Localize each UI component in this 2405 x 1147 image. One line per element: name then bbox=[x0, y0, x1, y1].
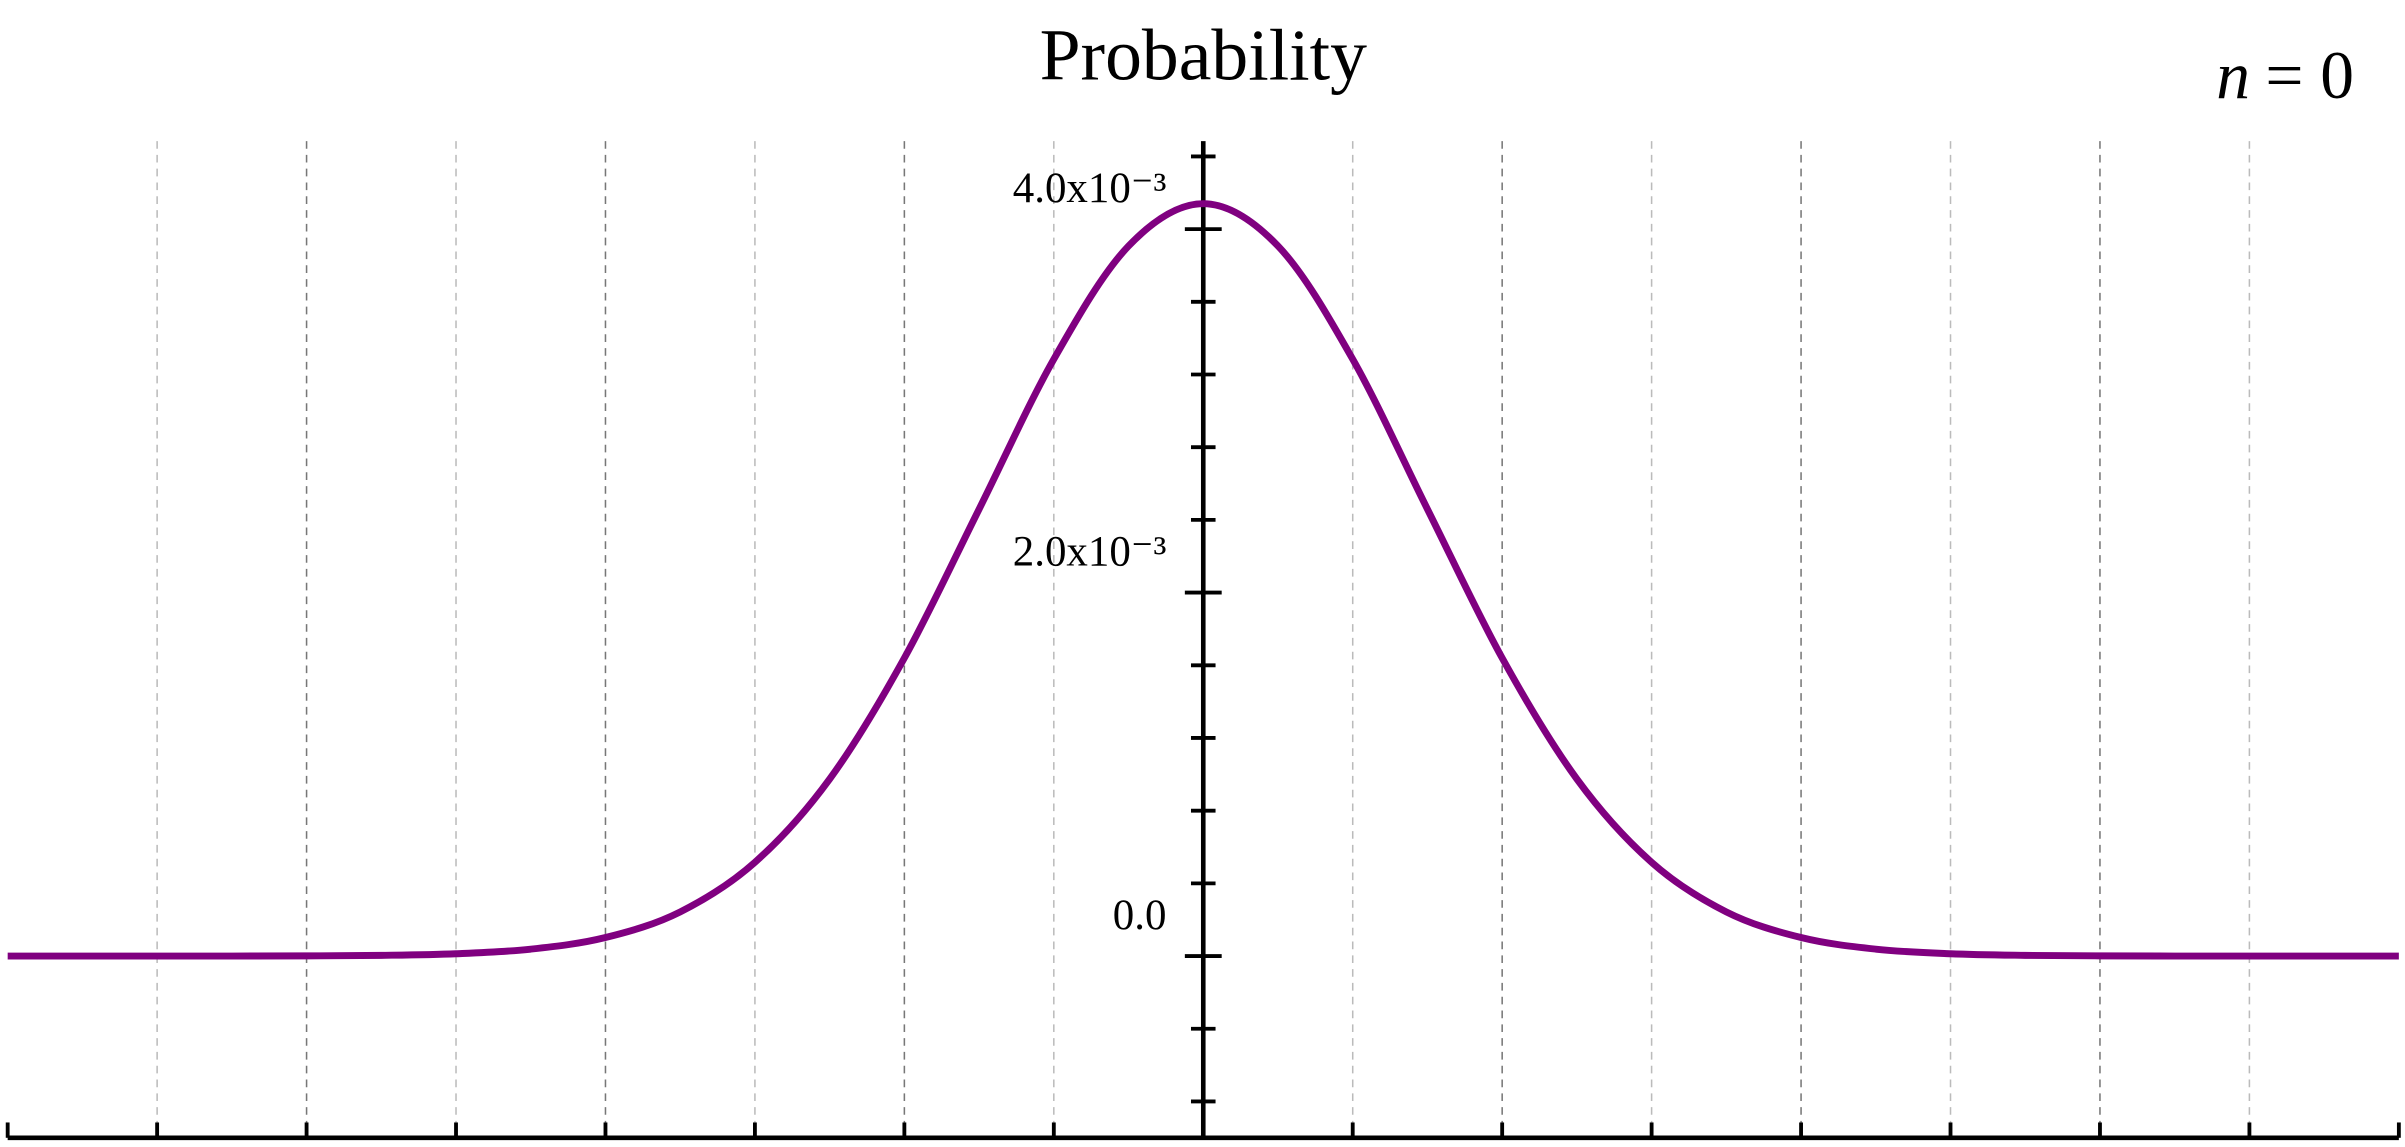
y-tick-label: 4.0x10⁻³ bbox=[1013, 165, 1167, 212]
curve bbox=[7, 200, 2399, 960]
y-tick-label: 0.0 bbox=[1113, 892, 1167, 939]
annotation-value: = 0 bbox=[2265, 38, 2354, 113]
annotation-symbol: n bbox=[2216, 38, 2250, 113]
chart-title: Probability bbox=[1040, 14, 1368, 96]
y-tick-label: 2.0x10⁻³ bbox=[1013, 529, 1167, 576]
